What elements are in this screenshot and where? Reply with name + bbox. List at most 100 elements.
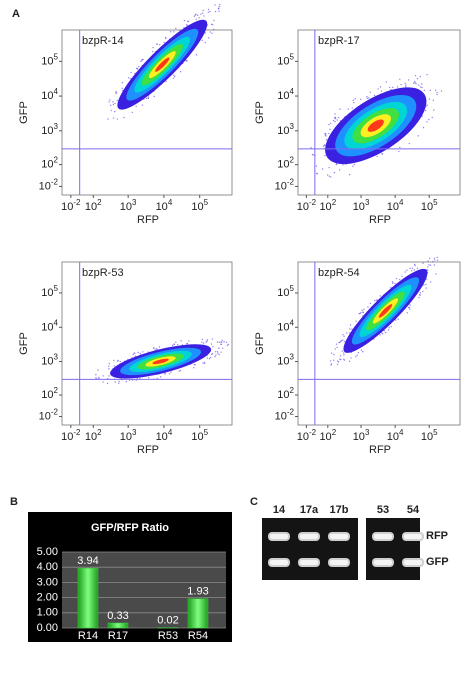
event-dot: [390, 325, 392, 328]
event-dot: [380, 90, 383, 92]
event-dot: [428, 98, 431, 100]
event-dot: [428, 118, 430, 121]
chart-title: GFP/RFP Ratio: [91, 522, 169, 534]
event-dot: [97, 376, 100, 379]
event-dot: [409, 304, 411, 306]
event-dot: [220, 341, 222, 343]
x-tick-label: R17: [108, 630, 128, 642]
event-dot: [207, 11, 210, 13]
event-dot: [336, 163, 338, 165]
event-dot: [360, 349, 363, 351]
event-dot: [118, 380, 120, 383]
event-dot: [334, 113, 336, 115]
event-dot: [409, 267, 411, 269]
y-tick-label: 105: [277, 52, 294, 67]
x-tick-label: 105: [421, 198, 438, 213]
event-dot: [336, 363, 339, 366]
event-dot: [427, 260, 429, 262]
event-dot: [333, 171, 336, 174]
event-dot: [419, 86, 422, 88]
event-dot: [429, 281, 432, 283]
event-dot: [353, 163, 356, 166]
y-tick-label: 102: [41, 386, 58, 401]
event-dot: [440, 90, 443, 92]
event-dot: [136, 67, 138, 70]
event-dot: [170, 371, 172, 373]
event-dot: [373, 94, 376, 97]
x-tick-label: 10-2: [61, 198, 81, 213]
event-dot: [183, 26, 185, 29]
event-dot: [209, 10, 211, 13]
event-dot: [218, 341, 221, 344]
event-dot: [214, 10, 217, 13]
event-dot: [416, 267, 419, 269]
event-dot: [421, 83, 423, 85]
event-dot: [210, 353, 213, 356]
x-tick-label: R53: [158, 630, 178, 642]
x-tick-label: 10-2: [297, 198, 317, 213]
event-dot: [225, 341, 228, 344]
event-dot: [392, 282, 394, 284]
event-dot: [121, 81, 124, 84]
x-axis-label: RFP: [137, 444, 159, 456]
event-dot: [208, 357, 211, 360]
event-dot: [206, 340, 208, 342]
event-dot: [211, 338, 214, 340]
event-dot: [419, 292, 422, 294]
event-dot: [428, 264, 430, 266]
event-dot: [223, 340, 225, 343]
y-tick-label: 102: [277, 156, 294, 171]
event-dot: [219, 4, 221, 6]
event-dot: [406, 312, 409, 314]
event-dot: [102, 375, 104, 377]
event-dot: [339, 108, 341, 110]
event-dot: [107, 118, 109, 120]
event-dot: [112, 103, 115, 106]
value-label: 0.02: [157, 615, 178, 627]
event-dot: [216, 351, 219, 353]
event-dot: [325, 138, 328, 141]
x-tick-label: 102: [85, 198, 102, 213]
event-dot: [342, 164, 344, 166]
event-dot: [110, 109, 112, 112]
event-dot: [355, 356, 357, 358]
event-dot: [212, 28, 215, 31]
bar: [77, 567, 99, 629]
x-tick-label: 103: [120, 428, 137, 443]
event-dot: [194, 364, 196, 366]
x-tick-label: 102: [319, 198, 336, 213]
event-dot: [215, 354, 217, 356]
event-dot: [433, 257, 436, 259]
event-dot: [117, 382, 120, 384]
event-dot: [361, 309, 363, 312]
event-dot: [377, 88, 379, 90]
event-dot: [336, 119, 338, 121]
event-dot: [209, 356, 212, 359]
event-dot: [178, 29, 181, 31]
event-dot: [108, 362, 110, 365]
event-dot: [328, 175, 331, 177]
event-dot: [139, 377, 141, 380]
event-dot: [114, 102, 116, 105]
event-dot: [379, 334, 381, 336]
y-axis-label: GFP: [254, 101, 266, 124]
event-dot: [357, 351, 360, 354]
x-tick-label: 105: [421, 428, 438, 443]
event-dot: [209, 31, 211, 33]
event-dot: [226, 344, 229, 347]
event-dot: [379, 295, 381, 297]
event-dot: [201, 338, 204, 341]
event-dot: [95, 377, 97, 379]
x-tick-label: 103: [120, 198, 137, 213]
event-dot: [112, 101, 114, 103]
event-dot: [414, 82, 416, 84]
event-dot: [343, 340, 346, 343]
event-dot: [423, 284, 425, 286]
event-dot: [333, 117, 336, 119]
event-dot: [409, 308, 411, 310]
x-tick-label: 10-2: [61, 428, 81, 443]
event-dot: [343, 354, 345, 356]
gel-band-core: [404, 560, 422, 565]
event-dot: [135, 105, 137, 107]
event-dot: [218, 10, 220, 12]
